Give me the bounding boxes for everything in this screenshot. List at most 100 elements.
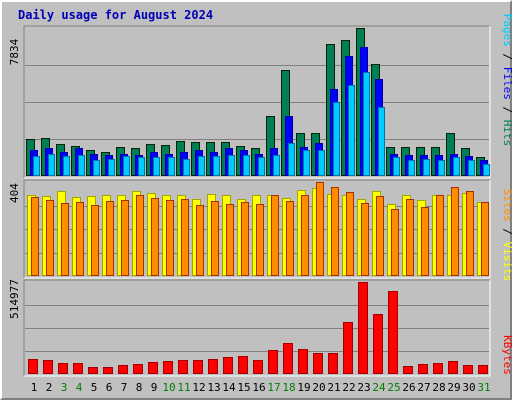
bar-kbytes-day-25 bbox=[388, 291, 398, 374]
bar-pages-day-13 bbox=[213, 156, 220, 176]
bar-kbytes-day-12 bbox=[193, 360, 203, 374]
bar-sites-day-29 bbox=[451, 187, 459, 276]
legend-sites: Sites bbox=[501, 189, 512, 222]
x-tick-label-day-2: 2 bbox=[46, 381, 53, 394]
bar-pages-day-17 bbox=[273, 155, 280, 176]
bar-sites-day-26 bbox=[406, 199, 414, 276]
ymax-label-visits: 404 bbox=[8, 183, 21, 203]
bar-kbytes-day-11 bbox=[178, 360, 188, 374]
bar-pages-day-5 bbox=[93, 160, 100, 176]
x-tick-label-day-14: 14 bbox=[222, 381, 236, 394]
bar-sites-day-25 bbox=[391, 209, 399, 276]
bar-pages-day-11 bbox=[183, 159, 190, 176]
bar-sites-day-12 bbox=[196, 205, 204, 276]
bar-kbytes-day-21 bbox=[328, 353, 338, 374]
bar-sites-day-10 bbox=[166, 200, 174, 276]
bar-pages-day-23 bbox=[363, 72, 370, 176]
bar-pages-day-24 bbox=[378, 107, 385, 176]
bar-kbytes-day-13 bbox=[208, 359, 218, 374]
legend-pages: Pages bbox=[501, 14, 512, 47]
bar-pages-day-1 bbox=[33, 156, 40, 176]
bar-sites-day-11 bbox=[181, 199, 189, 276]
x-tick-label-day-27: 27 bbox=[417, 381, 430, 394]
bar-sites-day-27 bbox=[421, 207, 429, 276]
bar-kbytes-day-17 bbox=[268, 350, 278, 374]
bar-pages-day-9 bbox=[153, 157, 160, 176]
bar-kbytes-day-1 bbox=[28, 359, 38, 374]
bar-pages-day-12 bbox=[198, 156, 205, 176]
bar-kbytes-day-18 bbox=[283, 343, 293, 374]
x-tick-label-day-3: 3 bbox=[61, 381, 68, 394]
x-tick-label-day-29: 29 bbox=[447, 381, 460, 394]
x-tick-label-day-10: 10 bbox=[162, 381, 175, 394]
x-tick-label-day-25: 25 bbox=[387, 381, 400, 394]
bar-sites-day-22 bbox=[346, 192, 354, 276]
bar-kbytes-day-20 bbox=[313, 353, 323, 374]
legend-kbytes: KBytes bbox=[501, 335, 512, 375]
bar-sites-day-23 bbox=[361, 203, 369, 276]
bar-kbytes-day-3 bbox=[58, 363, 68, 374]
bar-pages-day-21 bbox=[333, 102, 340, 176]
x-tick-label-day-23: 23 bbox=[357, 381, 370, 394]
legend-visits-sites: Sites / Visits bbox=[501, 189, 512, 282]
bar-kbytes-day-10 bbox=[163, 361, 173, 374]
bar-kbytes-day-14 bbox=[223, 357, 233, 374]
chart-title: Daily usage for August 2024 bbox=[18, 8, 214, 22]
bar-pages-day-19 bbox=[303, 150, 310, 176]
x-tick-label-day-6: 6 bbox=[106, 381, 113, 394]
bar-sites-day-14 bbox=[226, 204, 234, 276]
x-tick-label-day-16: 16 bbox=[252, 381, 265, 394]
bar-sites-day-4 bbox=[76, 202, 84, 276]
bar-kbytes-day-9 bbox=[148, 362, 158, 374]
x-tick-label-day-5: 5 bbox=[91, 381, 98, 394]
bar-kbytes-day-26 bbox=[403, 366, 413, 374]
x-tick-label-day-28: 28 bbox=[432, 381, 445, 394]
x-tick-label-day-8: 8 bbox=[136, 381, 143, 394]
bar-pages-day-15 bbox=[243, 155, 250, 176]
x-tick-label-day-12: 12 bbox=[192, 381, 205, 394]
bar-pages-day-26 bbox=[408, 160, 415, 176]
bar-sites-day-21 bbox=[331, 187, 339, 276]
x-tick-label-day-17: 17 bbox=[267, 381, 280, 394]
bar-pages-day-20 bbox=[318, 150, 325, 176]
bar-pages-day-25 bbox=[393, 157, 400, 176]
bar-kbytes-day-29 bbox=[448, 361, 458, 374]
x-tick-label-day-31: 31 bbox=[477, 381, 490, 394]
bar-sites-day-7 bbox=[121, 200, 129, 276]
x-tick-label-day-24: 24 bbox=[372, 381, 386, 394]
bar-sites-day-28 bbox=[436, 195, 444, 276]
x-tick-label-day-13: 13 bbox=[207, 381, 220, 394]
bar-sites-day-6 bbox=[106, 201, 114, 276]
bar-kbytes-day-22 bbox=[343, 322, 353, 374]
bar-kbytes-day-8 bbox=[133, 364, 143, 374]
bar-sites-day-16 bbox=[256, 204, 264, 276]
bar-pages-day-16 bbox=[258, 157, 265, 176]
bar-pages-day-7 bbox=[123, 156, 130, 176]
x-tick-label-day-15: 15 bbox=[237, 381, 250, 394]
bar-sites-day-1 bbox=[31, 197, 39, 276]
bar-kbytes-day-30 bbox=[463, 365, 473, 374]
x-tick-label-day-4: 4 bbox=[76, 381, 83, 394]
gridlines-hits-files-pages bbox=[25, 65, 489, 140]
bar-sites-day-31 bbox=[481, 202, 489, 276]
x-tick-label-day-21: 21 bbox=[327, 381, 340, 394]
bar-kbytes-day-16 bbox=[253, 360, 263, 374]
bar-kbytes-day-4 bbox=[73, 363, 83, 374]
bar-pages-day-31 bbox=[483, 164, 490, 176]
bar-kbytes-day-19 bbox=[298, 349, 308, 374]
bar-sites-day-30 bbox=[466, 191, 474, 276]
bar-pages-day-29 bbox=[453, 157, 460, 176]
gridlines-kbytes bbox=[25, 305, 489, 352]
bar-pages-day-30 bbox=[468, 160, 475, 176]
x-tick-label-day-1: 1 bbox=[31, 381, 38, 394]
bar-pages-day-8 bbox=[138, 157, 145, 176]
x-tick-label-day-7: 7 bbox=[121, 381, 128, 394]
bar-pages-day-28 bbox=[438, 160, 445, 176]
bar-pages-day-10 bbox=[168, 157, 175, 176]
bar-pages-day-4 bbox=[78, 155, 85, 176]
legend-hits-files-pages: Pages / Files / Hits bbox=[501, 14, 512, 147]
bar-kbytes-day-24 bbox=[373, 314, 383, 374]
bar-pages-day-2 bbox=[48, 154, 55, 176]
bar-kbytes-day-23 bbox=[358, 282, 368, 374]
